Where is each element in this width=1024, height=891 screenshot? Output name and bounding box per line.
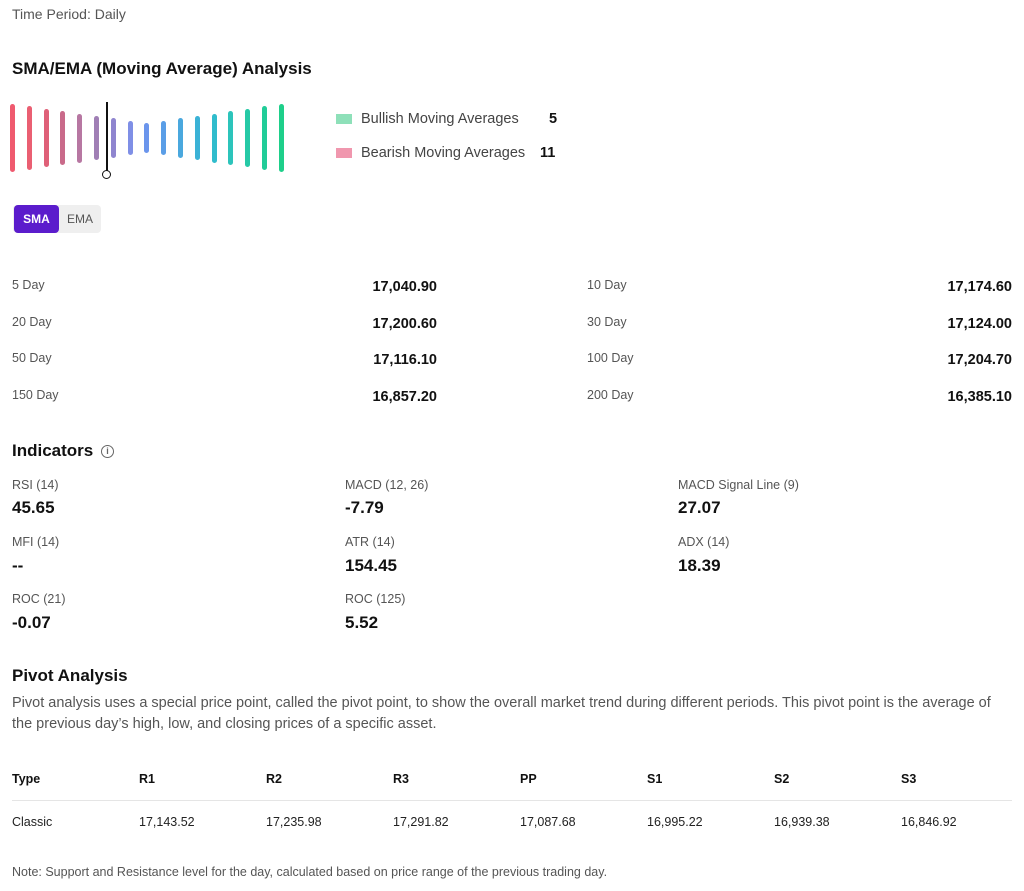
sma-ema-toggle: SMA EMA [13,205,101,233]
sma-toggle-button[interactable]: SMA [14,205,59,233]
ma-20-day-value: 17,200.60 [372,316,437,332]
ma-30-day-value: 17,124.00 [947,316,1012,332]
gauge-bar [161,120,167,156]
bearish-legend-row: Bearish Moving Averages [336,145,525,161]
bullish-swatch [336,114,352,124]
bearish-swatch [336,148,352,158]
sma-ema-section-title: SMA/EMA (Moving Average) Analysis [12,59,312,78]
pivot-cell-s2: 16,939.38 [774,815,830,829]
gauge-needle [106,102,109,172]
gauge-bar [43,108,49,168]
ema-toggle-button[interactable]: EMA [66,212,93,226]
rsi-value: 45.65 [12,498,55,517]
pivot-cell-type: Classic [12,815,53,829]
gauge-bar [194,115,200,161]
ma-200-day-value: 16,385.10 [947,389,1012,405]
mfi-label: MFI (14) [12,535,60,549]
pivot-header-pp: PP [520,772,537,786]
bullish-legend-row: Bullish Moving Averages [336,111,519,127]
ma-150-day-label: 150 Day [12,388,59,402]
pivot-header-r2: R2 [266,772,282,786]
gauge-bar [245,108,251,168]
pivot-cell-r1: 17,143.52 [139,815,195,829]
pivot-note: Note: Support and Resistance level for t… [12,865,608,879]
ma-200-day-label: 200 Day [587,388,634,402]
macd-signal-label: MACD Signal Line (9) [678,478,799,492]
roc-21-value: -0.07 [12,613,51,632]
ma-50-day-label: 50 Day [12,351,52,365]
mfi-value: -- [12,556,24,575]
ma-10-day-label: 10 Day [587,278,627,292]
pivot-cell-pp: 17,087.68 [520,815,576,829]
gauge-bar [26,106,32,170]
bullish-count: 5 [549,111,558,127]
gauge-bar [144,123,150,153]
gauge-needle-knob [102,170,112,179]
pivot-header-r3: R3 [393,772,409,786]
pivot-description: Pivot analysis uses a special price poin… [12,695,991,732]
pivot-header-r1: R1 [139,772,155,786]
gauge-bar [60,111,66,165]
gauge-bar [110,118,116,158]
gauge-bar [127,120,133,156]
gauge-bar [228,111,234,165]
roc-125-value: 5.52 [345,613,379,632]
adx-value: 18.39 [678,556,721,575]
gauge-bar [262,106,267,170]
info-icon[interactable]: i [101,445,114,458]
pivot-header-s3: S3 [901,772,917,786]
ma-5-day-value: 17,040.90 [372,279,437,295]
ma-100-day-value: 17,204.70 [947,352,1012,368]
bearish-count: 11 [540,145,556,161]
ma-5-day-label: 5 Day [12,278,45,292]
atr-value: 154.45 [345,556,397,575]
ma-30-day-label: 30 Day [587,315,627,329]
ma-10-day-value: 17,174.60 [947,279,1012,295]
pivot-table-divider [12,800,1012,801]
gauge-bar [211,113,217,163]
rsi-label: RSI (14) [12,478,59,492]
pivot-header-s1: S1 [647,772,663,786]
ma-100-day-label: 100 Day [587,351,634,365]
ma-50-day-value: 17,116.10 [373,352,437,368]
bullish-label: Bullish Moving Averages [361,111,519,127]
pivot-cell-r2: 17,235.98 [266,815,322,829]
gauge-bar [178,118,183,158]
gauge-bar [278,104,284,172]
gauge-bar [10,104,15,172]
macd-label: MACD (12, 26) [345,478,429,492]
pivot-header-s2: S2 [774,772,790,786]
pivot-cell-s1: 16,995.22 [647,815,703,829]
adx-label: ADX (14) [678,535,730,549]
ma-150-day-value: 16,857.20 [372,389,437,405]
macd-signal-value: 27.07 [678,498,721,517]
time-period-label: Time Period: Daily [12,6,126,22]
bearish-label: Bearish Moving Averages [361,145,526,161]
indicators-title: Indicators [12,441,94,460]
roc-21-label: ROC (21) [12,592,66,606]
pivot-analysis-title: Pivot Analysis [12,666,128,685]
roc-125-label: ROC (125) [345,592,406,606]
gauge-bar [77,113,83,163]
atr-label: ATR (14) [345,535,395,549]
macd-value: -7.79 [345,498,384,517]
pivot-header-type: Type [12,772,41,786]
ma-20-day-label: 20 Day [12,315,52,329]
moving-average-gauge [8,98,318,182]
gauge-bar [94,115,99,161]
pivot-cell-r3: 17,291.82 [393,815,449,829]
pivot-cell-s3: 16,846.92 [901,815,957,829]
